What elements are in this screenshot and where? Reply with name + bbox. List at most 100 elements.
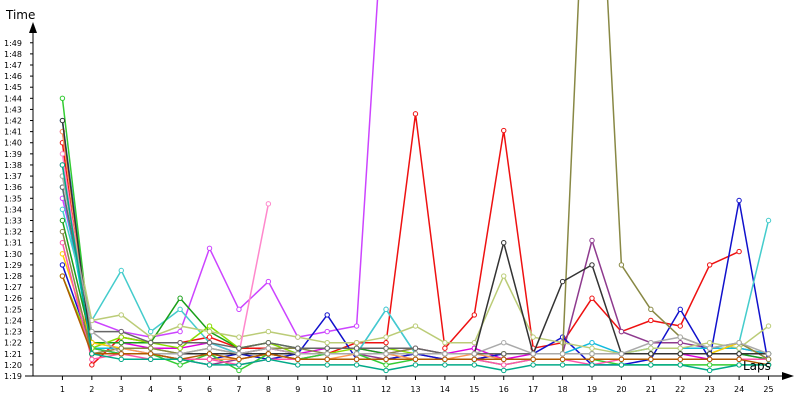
x-tick-label: 16 xyxy=(499,385,509,394)
y-tick-label: 1:41 xyxy=(4,128,22,137)
y-tick-label: 1:20 xyxy=(4,361,22,370)
y-tick-label: 1:31 xyxy=(4,239,22,248)
y-tick-label: 1:38 xyxy=(4,161,22,170)
data-point xyxy=(147,334,154,340)
data-point xyxy=(618,362,625,368)
y-tick-label: 1:49 xyxy=(4,39,22,48)
data-point xyxy=(648,345,654,351)
data-point xyxy=(236,351,242,357)
data-point xyxy=(265,201,272,207)
x-tick-label: 20 xyxy=(616,385,626,394)
data-point xyxy=(59,206,66,213)
data-point xyxy=(324,356,330,363)
data-point xyxy=(736,339,742,346)
y-tick-label: 1:39 xyxy=(4,150,22,159)
data-point xyxy=(206,328,213,335)
data-point xyxy=(353,345,360,351)
data-point xyxy=(736,345,742,351)
data-point xyxy=(383,356,389,363)
data-point xyxy=(206,323,213,329)
data-point xyxy=(177,306,183,313)
y-tick-label: 1:46 xyxy=(4,72,22,81)
y-tick-label: 1:27 xyxy=(4,283,22,292)
data-point xyxy=(559,356,566,363)
y-tick-label: 1:48 xyxy=(4,50,22,59)
data-point xyxy=(501,127,507,134)
series-line xyxy=(61,0,379,338)
data-point xyxy=(706,362,713,368)
data-point xyxy=(147,328,154,335)
y-tick-label: 1:33 xyxy=(4,216,22,225)
data-point xyxy=(236,345,242,351)
x-tick-label: 2 xyxy=(89,385,94,394)
y-tick-label: 1:22 xyxy=(4,339,22,348)
data-point xyxy=(530,351,536,357)
data-point xyxy=(177,351,183,357)
data-point xyxy=(412,356,419,363)
data-point xyxy=(236,334,242,340)
data-point xyxy=(118,351,124,357)
x-axis-arrow xyxy=(782,372,794,380)
y-tick-label: 1:30 xyxy=(4,250,22,259)
x-tick-label: 10 xyxy=(322,385,332,394)
data-point xyxy=(501,362,507,368)
data-point xyxy=(177,362,183,368)
data-point xyxy=(530,334,536,340)
series-line xyxy=(61,209,770,355)
series-line xyxy=(61,113,740,366)
data-point xyxy=(206,334,213,340)
data-point xyxy=(206,351,213,357)
series-1 xyxy=(59,111,742,368)
data-point xyxy=(89,328,95,335)
data-point xyxy=(236,306,242,313)
data-point xyxy=(442,345,448,351)
data-point xyxy=(59,162,66,168)
data-point xyxy=(265,351,272,357)
data-point xyxy=(383,306,389,313)
data-point xyxy=(177,356,183,363)
data-point xyxy=(118,267,124,274)
data-point xyxy=(412,362,419,368)
y-tick-label: 1:28 xyxy=(4,272,22,281)
x-tick-label: 5 xyxy=(178,385,183,394)
data-point xyxy=(177,323,183,329)
data-point xyxy=(118,328,124,335)
data-point xyxy=(765,362,772,368)
data-point xyxy=(118,312,124,318)
data-point xyxy=(89,351,95,357)
data-point xyxy=(589,262,595,268)
series-2 xyxy=(59,128,742,363)
x-tick-label: 22 xyxy=(675,385,685,394)
data-point xyxy=(589,362,595,368)
data-point xyxy=(648,356,654,363)
data-point xyxy=(559,362,566,368)
y-tick-label: 1:37 xyxy=(4,172,22,181)
series-15 xyxy=(59,151,272,357)
data-point xyxy=(383,345,389,351)
series-line xyxy=(61,164,769,366)
data-point xyxy=(147,351,154,357)
data-point xyxy=(236,356,242,363)
data-point xyxy=(706,339,713,346)
x-tick-label: 13 xyxy=(410,385,420,394)
data-point xyxy=(648,362,654,368)
data-point xyxy=(706,356,713,363)
data-point xyxy=(59,151,66,157)
data-point xyxy=(412,111,419,117)
x-tick-label: 6 xyxy=(207,385,212,394)
series-line xyxy=(61,187,769,355)
series-17 xyxy=(59,0,772,363)
data-point xyxy=(677,334,683,340)
data-point xyxy=(383,351,389,357)
data-point xyxy=(353,351,360,357)
series-20 xyxy=(59,173,772,357)
data-point xyxy=(501,351,507,357)
data-point xyxy=(501,273,507,279)
data-point xyxy=(324,362,330,368)
data-point xyxy=(324,339,330,346)
data-point xyxy=(589,351,595,357)
data-point xyxy=(736,351,742,357)
data-point xyxy=(412,351,419,357)
series-line xyxy=(61,153,270,355)
series-3 xyxy=(59,0,379,340)
